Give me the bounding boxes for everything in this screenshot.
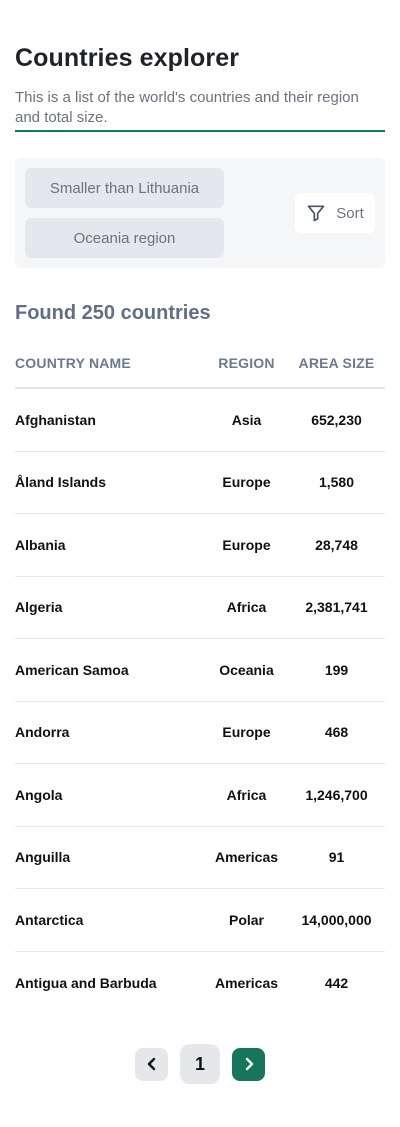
country-name-cell: Antarctica bbox=[15, 911, 84, 928]
country-name-cell: American Samoa bbox=[15, 661, 129, 678]
column-header-region: REGION bbox=[218, 354, 275, 371]
table-row: Albania Europe 28,748 bbox=[15, 514, 385, 577]
region-cell: Europe bbox=[222, 724, 271, 741]
table-row: Angola Africa 1,246,700 bbox=[15, 764, 385, 827]
area-cell: 468 bbox=[324, 724, 349, 741]
page-subtitle: This is a list of the world's countries … bbox=[15, 89, 359, 126]
previous-page-button[interactable] bbox=[135, 1047, 168, 1081]
country-name-cell: Åland Islands bbox=[15, 474, 107, 491]
region-cell: Asia bbox=[231, 411, 262, 428]
results-count: Found 250 countries bbox=[15, 302, 211, 324]
region-cell: Africa bbox=[226, 786, 267, 803]
table-row: Antigua and Barbuda Americas 442 bbox=[15, 952, 385, 1015]
area-cell: 14,000,000 bbox=[301, 911, 372, 928]
table-row: Åland Islands Europe 1,580 bbox=[15, 452, 385, 514]
table-row: Andorra Europe 468 bbox=[15, 702, 385, 764]
area-cell: 199 bbox=[324, 661, 349, 678]
area-cell: 652,230 bbox=[311, 411, 362, 428]
region-cell: Oceania bbox=[219, 661, 274, 678]
region-cell: Americas bbox=[214, 849, 279, 866]
region-cell: Europe bbox=[222, 474, 271, 491]
country-name-cell: Albania bbox=[15, 536, 66, 553]
country-name-cell: Algeria bbox=[15, 599, 63, 616]
page-title: Countries explorer bbox=[15, 44, 240, 72]
region-cell: Europe bbox=[222, 536, 271, 553]
table-row: Antarctica Polar 14,000,000 bbox=[15, 889, 385, 952]
filter-panel: Smaller than Lithuania Oceania region So… bbox=[15, 158, 385, 268]
area-cell: 91 bbox=[328, 849, 345, 866]
region-cell: Polar bbox=[228, 911, 264, 928]
filter-chip-oceania-region[interactable]: Oceania region bbox=[25, 218, 224, 258]
table-header: COUNTRY NAME REGION AREA SIZE bbox=[15, 338, 385, 389]
pagination: 1 bbox=[0, 1044, 400, 1084]
funnel-icon bbox=[307, 205, 325, 222]
title-divider bbox=[15, 130, 385, 132]
sort-label: Sort bbox=[336, 204, 364, 222]
area-cell: 1,246,700 bbox=[305, 786, 368, 803]
country-name-cell: Angola bbox=[15, 786, 63, 803]
sort-button[interactable]: Sort bbox=[295, 193, 375, 233]
column-header-country-name: COUNTRY NAME bbox=[15, 354, 131, 371]
area-cell: 442 bbox=[324, 974, 349, 991]
table-row: Algeria Africa 2,381,741 bbox=[15, 577, 385, 639]
table-row: Afghanistan Asia 652,230 bbox=[15, 389, 385, 452]
page-number-button[interactable]: 1 bbox=[180, 1044, 220, 1084]
next-page-button[interactable] bbox=[232, 1047, 265, 1081]
chevron-left-icon bbox=[147, 1057, 155, 1071]
country-name-cell: Andorra bbox=[15, 724, 70, 741]
countries-table: COUNTRY NAME REGION AREA SIZE Afghanista… bbox=[15, 338, 385, 1014]
area-cell: 1,580 bbox=[318, 474, 355, 491]
area-cell: 2,381,741 bbox=[305, 599, 368, 616]
country-name-cell: Antigua and Barbuda bbox=[15, 974, 157, 991]
filter-chip-smaller-than-lithuania[interactable]: Smaller than Lithuania bbox=[25, 168, 224, 208]
area-cell: 28,748 bbox=[315, 536, 358, 553]
country-name-cell: Anguilla bbox=[15, 849, 71, 866]
chevron-right-icon bbox=[245, 1057, 253, 1071]
region-cell: Africa bbox=[226, 599, 267, 616]
country-name-cell: Afghanistan bbox=[15, 411, 96, 428]
table-row: American Samoa Oceania 199 bbox=[15, 639, 385, 702]
region-cell: Americas bbox=[214, 974, 279, 991]
table-row: Anguilla Americas 91 bbox=[15, 827, 385, 889]
column-header-area-size: AREA SIZE bbox=[298, 354, 375, 371]
